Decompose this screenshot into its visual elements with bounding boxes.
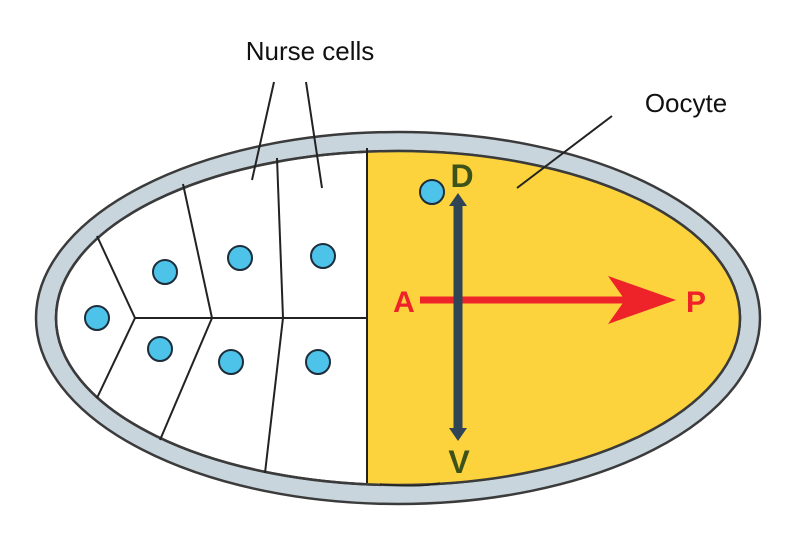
nucleus: [152, 259, 178, 285]
nucleus: [147, 336, 173, 362]
oocyte-nucleus: [419, 179, 445, 205]
ventral-label: V: [448, 444, 470, 480]
nuclei: [84, 179, 445, 375]
nucleus: [227, 245, 253, 271]
dorsal-ventral-arrow: [449, 193, 467, 441]
nucleus: [218, 349, 244, 375]
nurse-cell-walls: [96, 157, 367, 474]
dorsal-label: D: [450, 158, 473, 194]
nucleus: [305, 349, 331, 375]
oocyte-label: Oocyte: [645, 88, 727, 118]
nucleus: [84, 305, 110, 331]
anterior-label: A: [393, 286, 415, 319]
nurse-cells-label: Nurse cells: [246, 36, 375, 66]
nucleus: [310, 243, 336, 269]
boundary-notch: [379, 482, 441, 487]
posterior-label: P: [686, 286, 706, 319]
leader-lines: [251, 81, 613, 189]
